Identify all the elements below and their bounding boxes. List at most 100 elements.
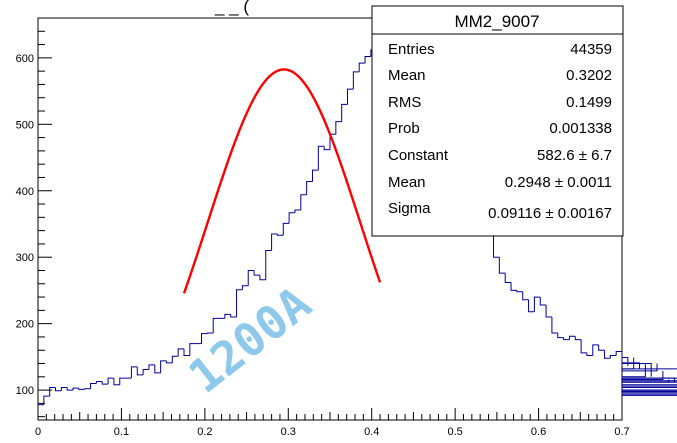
y-tick-label: 400 (16, 186, 34, 198)
stats-label-rms: RMS (388, 94, 421, 111)
histogram-bin (154, 364, 161, 374)
histogram-bin (282, 222, 290, 236)
stats-label-constant: Constant (388, 147, 449, 164)
histogram-bin (341, 103, 348, 122)
histogram-bin (622, 392, 677, 394)
stats-value-prob: 0.001338 (549, 120, 612, 137)
stats-box: MM2_9007 Entries 44359 Mean 0.3202 RMS 0… (371, 5, 624, 237)
histogram-bin (90, 382, 97, 389)
histogram-bin (236, 289, 243, 318)
histogram-bin (101, 381, 109, 385)
x-tick-label: 0.4 (364, 426, 379, 438)
histogram-bin (493, 233, 500, 258)
stats-box-title: MM2_9007 (454, 12, 539, 31)
histogram-bin (622, 362, 646, 378)
histogram-bin (189, 343, 196, 356)
histogram-bin (622, 381, 677, 383)
stats-label-sigma: Sigma (388, 200, 431, 217)
histogram-bin (522, 291, 529, 301)
plot-title: _ _ ( (214, 0, 249, 16)
histogram-bin (171, 355, 179, 363)
histogram-bin (55, 387, 62, 392)
histogram-bin (95, 380, 103, 384)
histogram-bin (622, 386, 677, 388)
histogram-bin (622, 393, 677, 395)
histogram-bin (557, 332, 564, 339)
histogram-bin (311, 169, 319, 182)
histogram-bin (539, 297, 547, 306)
histogram-bin (212, 317, 220, 333)
histogram-bin (183, 348, 190, 357)
histogram-bin (43, 395, 50, 405)
histogram-bin (545, 305, 552, 318)
x-tick-label: 0.6 (531, 426, 546, 438)
histogram-bin (107, 377, 114, 385)
histogram-bin (130, 366, 138, 379)
x-tick-label: 0.5 (447, 426, 462, 438)
x-tick-label: 0.1 (114, 426, 129, 438)
histogram-bin (580, 339, 587, 354)
stats-value-mean: 0.3202 (566, 67, 612, 84)
histogram-bin (622, 377, 677, 379)
histogram-bin (265, 250, 272, 280)
histogram-bin (160, 360, 167, 373)
axes: 0 0.1 0.2 0.3 0.4 0.5 0.6 0.7 100 200 300 400 500 600 (16, 17, 630, 438)
histogram-bin (84, 388, 91, 390)
histogram-bin (259, 275, 266, 281)
histogram-bin (224, 313, 231, 319)
histogram-bin (516, 290, 523, 293)
histogram-bin (551, 317, 558, 334)
histogram-bin (528, 299, 535, 313)
histogram-bin (347, 88, 354, 105)
x-tick-label: 0.7 (614, 426, 629, 438)
stats-label-mean: Mean (388, 67, 426, 84)
y-tick-label: 600 (16, 53, 34, 65)
histogram-bin (241, 285, 249, 290)
histogram-bin (358, 62, 366, 72)
histogram-bin (622, 380, 677, 382)
y-tick-label: 200 (16, 319, 34, 331)
histogram-bin (592, 344, 599, 356)
histogram-bin (622, 394, 677, 396)
histogram-bin (622, 368, 677, 370)
histogram-bin (119, 377, 126, 385)
stats-value-entries: 44359 (570, 41, 612, 58)
histogram-bin (253, 270, 260, 276)
y-tick-label: 300 (16, 252, 34, 264)
histogram-bin (510, 282, 517, 291)
stats-label-prob: Prob (388, 120, 420, 137)
histogram-bin (364, 56, 371, 64)
histogram-bin (622, 363, 658, 372)
stats-label-entries: Entries (388, 41, 435, 58)
histogram-bin (317, 145, 325, 171)
histogram-bin (323, 146, 330, 151)
stats-box-frame (371, 5, 624, 237)
histogram-bin (78, 388, 85, 390)
stats-value-constant: 582.6 ± 6.7 (537, 147, 612, 164)
histogram-bin (533, 296, 541, 312)
stats-label-fit-mean: Mean (388, 174, 426, 191)
histogram-bin (504, 273, 512, 283)
y-tick-label: 500 (16, 119, 34, 131)
histogram-bin (60, 386, 68, 391)
histogram-bin (622, 384, 677, 386)
gaussian-fit (182, 68, 382, 294)
histogram-bin (206, 332, 214, 334)
histogram-bin (72, 387, 79, 391)
histogram-bin (622, 363, 652, 377)
histogram-bin (598, 344, 605, 351)
histogram-bin (276, 233, 284, 236)
gaussian-fit-curve (182, 68, 382, 294)
histogram-bin (177, 348, 184, 357)
histogram-bin (574, 336, 582, 341)
histogram-bin (113, 378, 120, 386)
x-tick-label: 0.2 (197, 426, 212, 438)
histogram-bin (568, 335, 576, 340)
x-tick-label: 0.3 (281, 426, 296, 438)
x-tick-label: 0 (35, 426, 41, 438)
stats-value-fit-mean: 0.2948 ± 0.0011 (505, 174, 612, 191)
histogram-bin (352, 71, 360, 90)
histogram-bin (136, 366, 144, 376)
histogram-bin (498, 257, 506, 274)
